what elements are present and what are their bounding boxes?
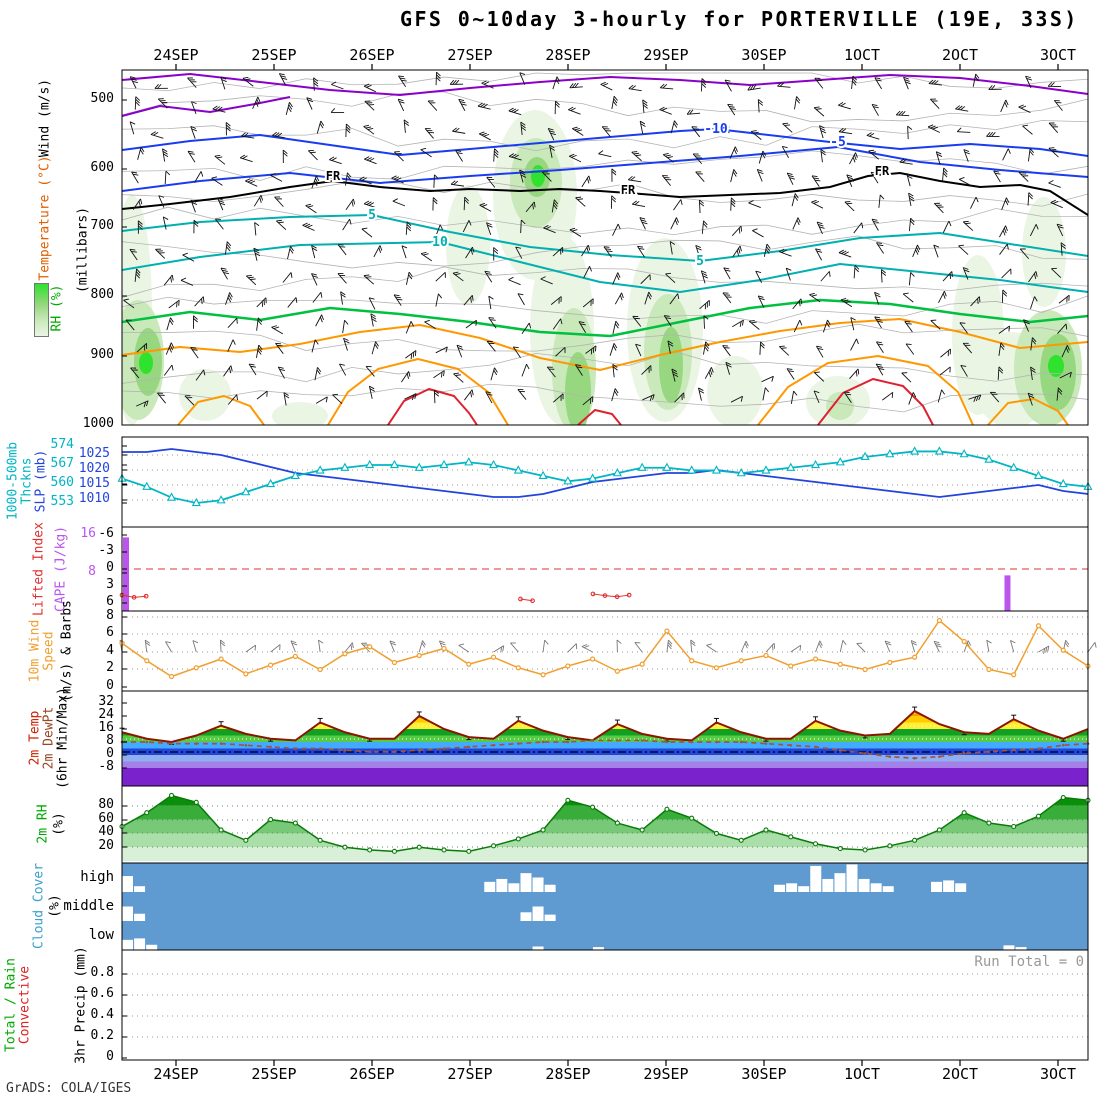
axis-tick-label: 6	[106, 625, 114, 640]
day-label-bottom: 2OCT	[941, 1065, 979, 1083]
axis-tick-label: 0.2	[90, 1028, 114, 1043]
svg-text:-5: -5	[830, 135, 846, 150]
rh-shade-legend	[34, 283, 49, 337]
svg-text:FR: FR	[621, 183, 636, 197]
day-label-bottom: 3OCT	[1039, 1065, 1077, 1083]
axis-tick-label: 1025	[78, 446, 110, 461]
day-label-bottom: 28SEP	[545, 1065, 591, 1083]
page-title: GFS 0~10day 3-hourly for PORTERVILLE (19…	[400, 7, 1079, 31]
axis-title-rotated: 2m RH	[35, 804, 51, 844]
axis-tick-label: 80	[98, 797, 114, 812]
axis-tick-label: -3	[98, 543, 114, 558]
day-label-top: 29SEP	[643, 46, 689, 64]
cloud-row-label: middle	[63, 897, 114, 914]
svg-text:5: 5	[696, 254, 704, 269]
axis-tick-label: 600	[90, 160, 114, 175]
axis-tick-label: 574	[50, 437, 74, 452]
axis-tick-label: 0	[106, 746, 114, 761]
axis-title-rotated: RH (%)	[49, 284, 65, 332]
axis-tick-label: 24	[98, 707, 114, 722]
axis-tick-label: 0.6	[90, 986, 114, 1001]
day-label-top: 2OCT	[941, 46, 979, 64]
run-total-label: Run Total = 0	[974, 954, 1084, 970]
axis-title-rotated: Cloud Cover	[31, 862, 47, 950]
grads-stamp: GrADS: COLA/IGES	[6, 1081, 132, 1096]
axis-title-rotated: (%)	[51, 812, 67, 836]
axis-title-rotated: 3hr Precip (mm)	[73, 946, 89, 1064]
axis-tick-label: 0.4	[90, 1007, 114, 1022]
day-label-top: 30SEP	[741, 46, 787, 64]
svg-text:FR: FR	[326, 169, 341, 183]
day-label-top: 1OCT	[843, 46, 881, 64]
axis-tick-label: 40	[98, 824, 114, 839]
axis-title-rotated: (millibars)	[75, 206, 91, 294]
axis-tick-label: 700	[90, 218, 114, 233]
axis-title-rotated: Speed	[41, 631, 57, 671]
axis-tick-label: 2	[106, 660, 114, 675]
svg-text:10: 10	[432, 235, 448, 250]
svg-text:FR: FR	[875, 164, 890, 178]
axis-tick-label: 4	[106, 643, 114, 658]
axis-tick-label: 16	[80, 526, 96, 541]
axis-title-rotated: Lifted Index	[31, 522, 47, 616]
axis-tick-label: 500	[90, 91, 114, 106]
axis-title-rotated: Wind (m/s)	[37, 78, 53, 158]
day-label-top: 27SEP	[447, 46, 493, 64]
axis-title-rotated: Convective	[17, 965, 33, 1045]
day-label-bottom: 25SEP	[251, 1065, 297, 1083]
axis-tick-label: 0	[106, 1049, 114, 1064]
axis-tick-label: 1000	[82, 416, 114, 431]
axis-tick-label: 20	[98, 838, 114, 853]
axis-tick-label: 6	[106, 594, 114, 609]
axis-title-rotated: SLP (mb)	[33, 449, 49, 513]
axis-tick-label: 1015	[78, 476, 110, 491]
axis-tick-label: 60	[98, 811, 114, 826]
axis-title-rotated: CAPE (J/kg)	[53, 525, 69, 613]
axis-tick-label: 0.8	[90, 965, 114, 980]
axis-tick-label: 1020	[78, 461, 110, 476]
day-label-bottom: 24SEP	[153, 1065, 199, 1083]
day-label-bottom: 30SEP	[741, 1065, 787, 1083]
axis-tick-label: 32	[98, 694, 114, 709]
axis-tick-label: 1010	[78, 491, 110, 506]
day-label-top: 25SEP	[251, 46, 297, 64]
axis-tick-label: 16	[98, 720, 114, 735]
cloud-row-label: high	[80, 868, 114, 885]
day-label-bottom: 1OCT	[843, 1065, 881, 1083]
axis-title-rotated: Temperature (°C)	[37, 155, 53, 281]
day-label-top: 24SEP	[153, 46, 199, 64]
svg-text:5: 5	[368, 208, 376, 223]
day-label-bottom: 27SEP	[447, 1065, 493, 1083]
axis-tick-label: 900	[90, 347, 114, 362]
axis-tick-label: -8	[98, 759, 114, 774]
axis-tick-label: 0	[106, 678, 114, 693]
axis-tick-label: -6	[98, 526, 114, 541]
axis-tick-label: 3	[106, 577, 114, 592]
day-label-top: 3OCT	[1039, 46, 1077, 64]
axis-title-rotated: (6hr Min/Max)	[55, 687, 71, 789]
day-label-bottom: 26SEP	[349, 1065, 395, 1083]
axis-tick-label: 8	[106, 733, 114, 748]
axis-tick-label: 8	[106, 608, 114, 623]
svg-text:-10: -10	[704, 122, 728, 137]
axis-tick-label: 800	[90, 287, 114, 302]
axis-tick-label: 560	[50, 475, 74, 490]
axis-tick-label: 8	[88, 564, 96, 579]
axis-tick-label: 0	[106, 560, 114, 575]
axis-tick-label: 553	[50, 494, 74, 509]
day-label-top: 26SEP	[349, 46, 395, 64]
axis-tick-label: 567	[50, 456, 74, 471]
cloud-row-label: low	[88, 926, 114, 943]
day-label-top: 28SEP	[545, 46, 591, 64]
day-label-bottom: 29SEP	[643, 1065, 689, 1083]
axis-title-rotated: (%)	[47, 894, 63, 918]
